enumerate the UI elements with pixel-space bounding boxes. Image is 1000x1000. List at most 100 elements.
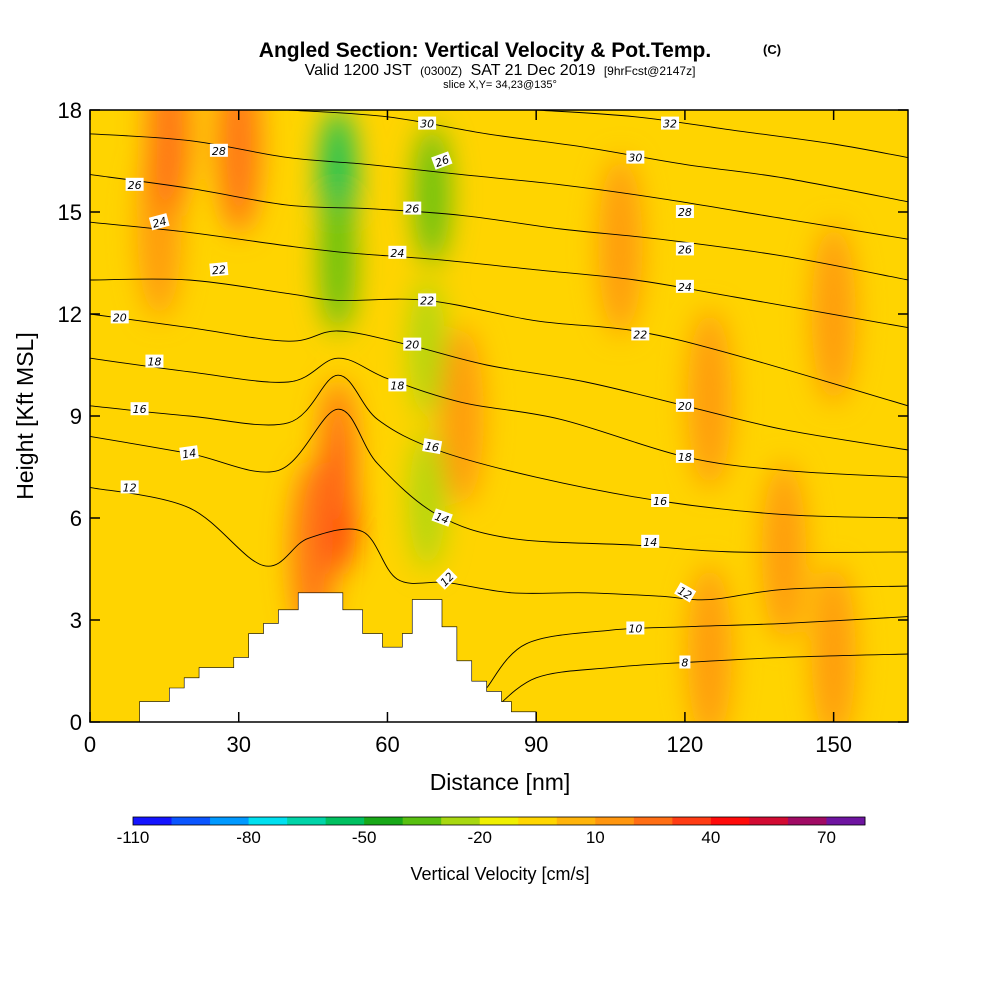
colorbar-tick-label: -110 (117, 828, 150, 847)
chart-subtitle: Valid 1200 JST (0300Z) SAT 21 Dec 2019 [… (305, 62, 696, 79)
contour-label-text: 20 (678, 400, 692, 413)
contour-label-box (675, 205, 694, 218)
colorbar-swatch (402, 817, 442, 825)
isentrope-24 (90, 221, 908, 329)
contour-label-text: 26 (433, 153, 451, 170)
colorbar-tick-label: 70 (817, 828, 836, 847)
contour-label: 32 (661, 116, 680, 131)
y-tick-label: 18 (58, 98, 82, 123)
colorbar-swatch (518, 817, 558, 825)
contour-label: 10 (626, 621, 645, 636)
colorbar-swatch (826, 817, 866, 825)
contour-label-text: 12 (123, 481, 137, 494)
contour-label: 14 (641, 534, 660, 549)
x-tick-label: 30 (226, 732, 250, 757)
colorbar-swatch (633, 817, 673, 825)
contour-label-box (675, 242, 694, 256)
subtitle-zulu: (0300Z) (420, 64, 462, 78)
contour-label-box (631, 327, 650, 341)
contour-label-text: 18 (147, 356, 161, 369)
contour-label: 24 (148, 213, 170, 231)
colorbar-swatch (325, 817, 365, 825)
contour-label-text: 32 (663, 118, 677, 131)
contour-label-box (431, 151, 453, 170)
isentrope-32 (536, 110, 908, 159)
contour-label-box (418, 293, 437, 307)
subtitle-valid: Valid 1200 JST (305, 62, 413, 79)
contour-label: 24 (388, 245, 407, 260)
contour-label: 16 (130, 402, 149, 416)
contour-label-box (626, 150, 645, 164)
velocity-cell (439, 326, 484, 506)
contour-label-text: 16 (653, 495, 667, 508)
isentrope-22 (90, 278, 908, 407)
y-tick-label: 6 (70, 506, 82, 531)
contour-label: 8 (679, 655, 691, 670)
chart-title: Angled Section: Vertical Velocity & Pot.… (259, 39, 711, 62)
contour-label: 30 (418, 116, 437, 131)
colorbar-swatch (210, 817, 250, 825)
colorbar-swatch (364, 817, 404, 825)
colorbar-tick-label: 10 (586, 828, 605, 847)
velocity-cell (687, 564, 732, 722)
contour-label-text: 12 (675, 584, 694, 602)
contour-label-text: 10 (628, 623, 642, 636)
colorbar-swatch (556, 817, 596, 825)
contour-label: 12 (674, 582, 697, 603)
colorbar-swatch (441, 817, 481, 825)
contour-label-box (661, 116, 680, 130)
velocity-cell (409, 278, 446, 418)
y-axis-label: Height [Kft MSL] (12, 332, 38, 499)
isentrope-18 (90, 357, 908, 478)
contour-label-text: 22 (211, 263, 226, 277)
contour-label: 20 (403, 337, 422, 352)
y-tick-label: 12 (58, 302, 82, 327)
contour-label-box (125, 177, 144, 191)
contour-label: 28 (675, 205, 694, 219)
velocity-cell (687, 309, 732, 489)
contour-label-box (679, 655, 691, 669)
velocity-cell (762, 462, 807, 642)
colorbar: -110 -80 -50 -20 10 40 70 (117, 816, 866, 847)
colorbar-swatch (672, 817, 712, 825)
x-axis-label: Distance [nm] (430, 769, 571, 795)
contour-label-box (209, 143, 228, 157)
velocity-cell (319, 193, 356, 333)
colorbar-label: Vertical Velocity [cm/s] (410, 864, 589, 884)
contour-label-text: 26 (405, 203, 419, 216)
velocity-cell (811, 564, 856, 722)
isentrope-26 (90, 174, 908, 281)
contour-label-text: 14 (181, 446, 197, 461)
contour-label: 14 (431, 508, 453, 527)
isentrope-20 (90, 313, 908, 451)
contour-label: 18 (675, 449, 694, 464)
contour-label-box (403, 337, 422, 351)
contour-label-box (418, 116, 437, 130)
velocity-cell (147, 110, 192, 217)
contour-label-box (651, 494, 670, 507)
velocity-cell (216, 110, 261, 234)
terrain-mask (90, 592, 908, 723)
contour-label-box (179, 445, 199, 461)
x-tick-label: 60 (375, 732, 399, 757)
contour-label-text: 26 (678, 243, 692, 256)
contour-label-box (626, 621, 645, 635)
contour-label-text: 30 (628, 152, 642, 165)
contour-label-box (388, 378, 407, 392)
colorbar-tick-label: -20 (467, 828, 492, 847)
contour-label-text: 28 (678, 206, 692, 219)
contour-label: 12 (120, 480, 139, 494)
subtitle-date: SAT 21 Dec 2019 (471, 62, 596, 79)
colorbar-swatch (248, 817, 288, 825)
contour-label-box (435, 567, 458, 590)
colorbar-swatch (171, 817, 211, 825)
contour-label: 22 (631, 327, 650, 341)
contour-label-box (388, 245, 407, 259)
contour-label-text: 22 (420, 294, 434, 307)
y-tick-label: 0 (70, 710, 82, 735)
contour-label: 20 (110, 310, 129, 324)
contour-label-text: 20 (405, 339, 419, 352)
contour-label: 18 (388, 378, 407, 392)
contour-label: 26 (431, 151, 453, 170)
